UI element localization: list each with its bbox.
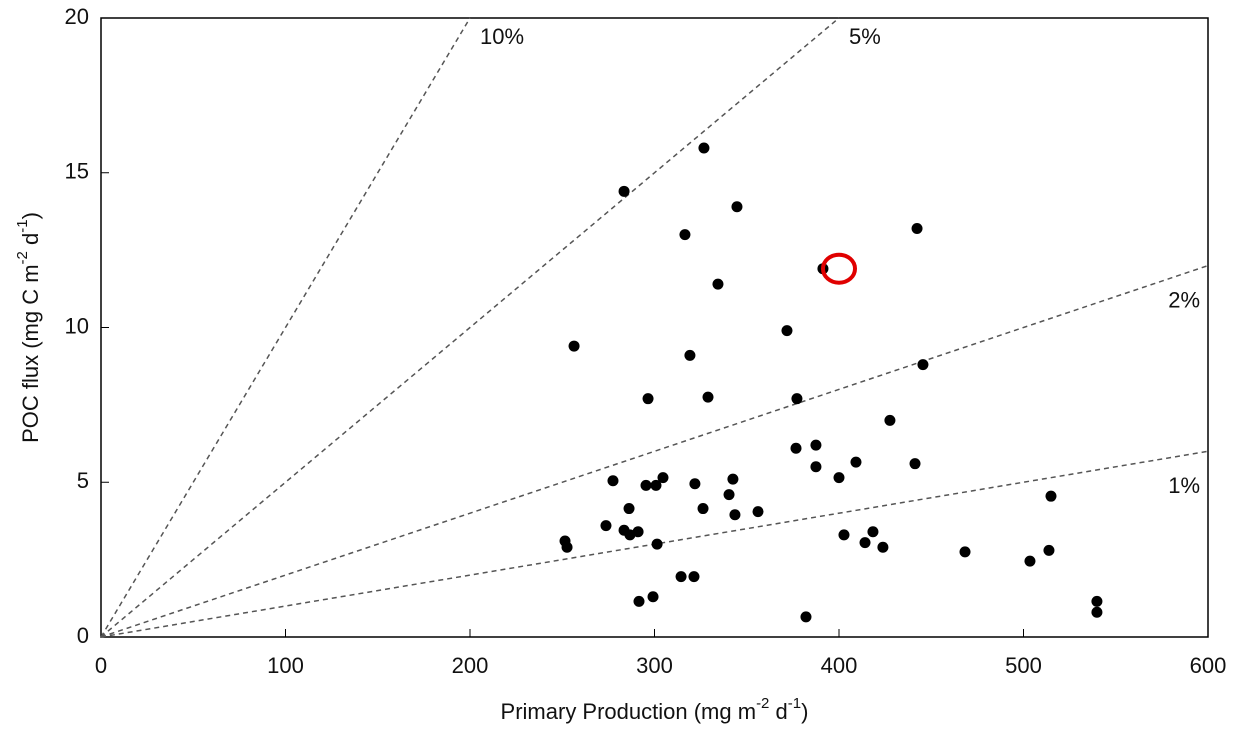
data-point <box>729 509 741 521</box>
superscript: -1 <box>14 219 31 232</box>
data-point <box>633 595 645 607</box>
highlight-circle <box>821 252 857 285</box>
data-point <box>959 546 971 558</box>
data-point <box>850 456 862 468</box>
data-point <box>859 537 871 549</box>
data-point <box>1091 595 1103 607</box>
x-tick-label: 300 <box>636 653 673 678</box>
data-point <box>657 472 669 484</box>
x-tick-label: 400 <box>821 653 858 678</box>
data-point <box>810 439 822 451</box>
data-point <box>702 391 714 403</box>
y-tick-label: 0 <box>77 623 89 648</box>
superscript: -2 <box>756 695 769 712</box>
data-point <box>712 278 724 290</box>
y-axis-label: POC flux (mg C m-2 d-1) <box>14 212 42 443</box>
reference-line <box>100 17 471 638</box>
superscript: -2 <box>14 251 31 264</box>
reference-line <box>100 17 840 638</box>
data-point <box>727 473 739 485</box>
reference-label: 10% <box>480 24 524 49</box>
data-point <box>688 571 700 583</box>
superscript: -1 <box>788 695 801 712</box>
data-point <box>697 503 709 515</box>
data-point <box>1024 555 1036 567</box>
x-tick-label: 100 <box>267 653 304 678</box>
data-point <box>911 222 923 234</box>
data-point <box>867 526 879 538</box>
data-point <box>600 520 612 532</box>
x-axis-label: Primary Production (mg m-2 d-1) <box>501 695 809 723</box>
y-tick-label: 20 <box>65 4 89 29</box>
data-point <box>675 571 687 583</box>
reference-label: 1% <box>1168 473 1200 498</box>
data-point <box>833 472 845 484</box>
x-tick-label: 500 <box>1005 653 1042 678</box>
data-point <box>838 529 850 541</box>
data-point <box>791 393 803 405</box>
data-point <box>1091 606 1103 618</box>
data-point <box>689 478 701 490</box>
x-tick-label: 0 <box>95 653 107 678</box>
x-tick-label: 200 <box>452 653 489 678</box>
label-part: ) <box>18 212 43 219</box>
data-point <box>642 393 654 405</box>
data-point <box>684 349 696 361</box>
label-part: Primary Production (mg m <box>501 699 757 724</box>
data-point <box>679 229 691 241</box>
data-point <box>877 541 889 553</box>
data-point <box>800 611 812 623</box>
data-point <box>723 489 735 501</box>
data-point <box>917 359 929 371</box>
data-point <box>561 541 573 553</box>
data-point <box>1045 490 1057 502</box>
data-point <box>568 340 580 352</box>
data-point <box>731 201 743 213</box>
data-point <box>884 414 896 426</box>
reference-label: 2% <box>1168 287 1200 312</box>
data-point <box>618 185 630 197</box>
data-point <box>607 475 619 487</box>
y-tick-label: 10 <box>65 313 89 338</box>
y-tick-label: 15 <box>65 159 89 184</box>
data-point <box>650 479 662 491</box>
label-part: d <box>18 233 43 251</box>
data-point <box>624 529 636 541</box>
data-point <box>698 142 710 154</box>
data-point <box>790 442 802 454</box>
reference-line <box>100 264 1209 638</box>
label-part: d <box>769 699 787 724</box>
data-point <box>810 461 822 473</box>
label-part: ) <box>801 699 808 724</box>
data-point <box>647 591 659 603</box>
data-point <box>781 325 793 337</box>
data-point <box>640 479 652 491</box>
data-point <box>909 458 921 470</box>
data-point <box>1043 544 1055 556</box>
data-point <box>752 506 764 518</box>
data-point <box>651 538 663 550</box>
x-tick-label: 600 <box>1190 653 1227 678</box>
label-part: POC flux (mg C m <box>18 264 43 442</box>
reference-label: 5% <box>849 24 881 49</box>
y-tick-label: 5 <box>77 468 89 493</box>
data-point <box>623 503 635 515</box>
